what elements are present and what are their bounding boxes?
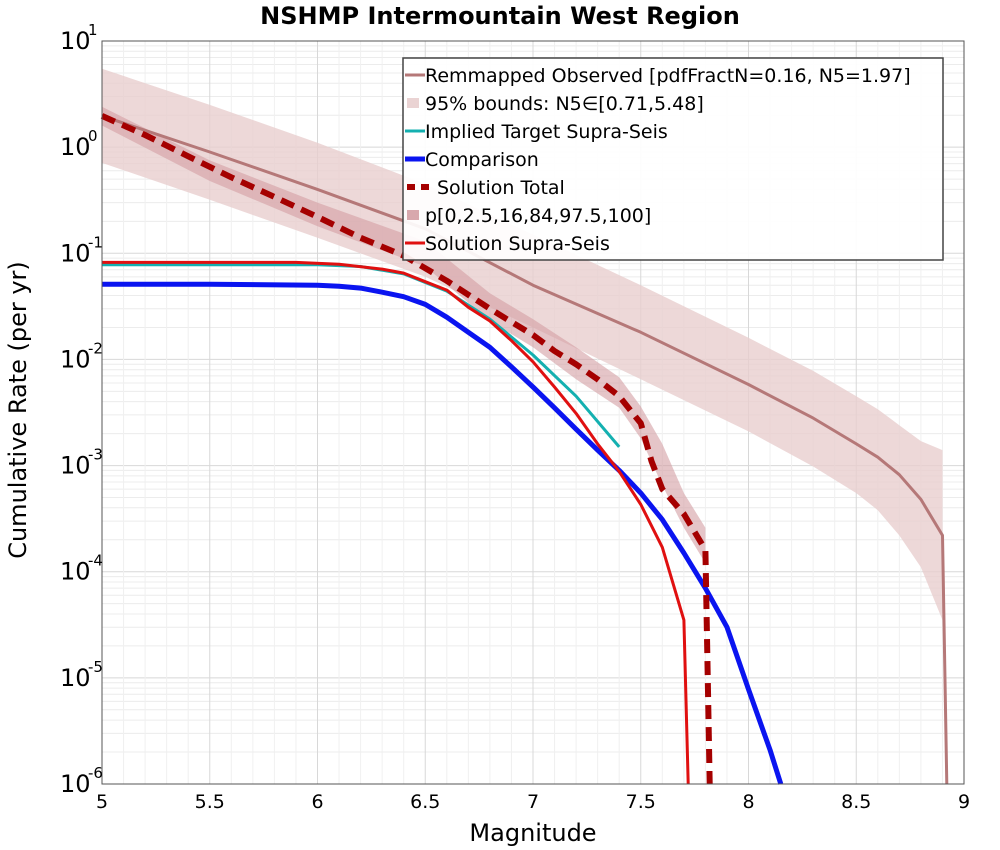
legend-swatch-5 [407,210,419,220]
y-axis-label: Cumulative Rate (per yr) [4,261,32,559]
plot-frame [101,40,965,785]
y-tick-exponent: -3 [88,446,103,464]
series-layer [100,113,949,785]
legend-entry-3: Comparison [425,149,539,171]
y-tick-label: 10 [60,770,91,798]
y-tick-exponent: -6 [88,764,103,782]
y-tick-label: 10 [60,452,91,480]
y-tick-label: 10 [60,27,91,55]
legend-entry-5: p[0,2.5,16,84,97.5,100] [425,205,651,227]
legend-entry-1: 95% bounds: N5∈[0.71,5.48] [425,93,704,115]
y-tick-exponent: 1 [88,21,98,39]
x-tick-label: 6.5 [410,791,440,813]
x-tick-label: 5 [96,791,108,813]
x-tick-label: 7 [527,791,539,813]
legend-entry-4: Solution Total [437,177,565,199]
legend-entry-6: Solution Supra-Seis [425,233,610,255]
y-tick-label: 10 [60,664,91,692]
x-axis-label: Magnitude [469,819,596,847]
series-line-3 [100,113,713,785]
legend: Remmapped Observed [pdfFractN=0.16, N5=1… [402,57,944,261]
y-tick-label: 10 [60,558,91,586]
legend-entry-0: Remmapped Observed [pdfFractN=0.16, N5=1… [425,65,911,87]
x-tick-label: 8.5 [841,791,871,813]
x-tick-label: 8 [742,791,754,813]
y-tick-label: 10 [60,133,91,161]
x-tick-label: 5.5 [195,791,225,813]
x-tick-labels: 5 5.5 6 6.5 7 7.5 8 8.5 9 [96,791,970,813]
y-tick-label: 10 [60,345,91,373]
legend-entry-2: Implied Target Supra-Seis [425,121,668,143]
x-tick-label: 9 [958,791,970,813]
x-tick-label: 6 [311,791,323,813]
series-line-2 [102,281,784,785]
chart-title: NSHMP Intermountain West Region [260,2,740,30]
series-line-0 [101,114,949,785]
band-1 [102,106,706,564]
y-tick-exponent: -2 [88,339,103,357]
x-tick-label: 7.5 [626,791,656,813]
series-line-4 [102,260,690,785]
legend-swatch-1 [407,98,419,108]
y-tick-exponent: 0 [88,127,98,145]
y-tick-exponent: -1 [88,233,103,251]
y-tick-label: 10 [60,239,91,267]
y-tick-exponent: -4 [88,552,103,570]
y-tick-exponent: -5 [88,658,103,676]
legend-box [402,57,944,261]
bands-layer [102,68,943,621]
